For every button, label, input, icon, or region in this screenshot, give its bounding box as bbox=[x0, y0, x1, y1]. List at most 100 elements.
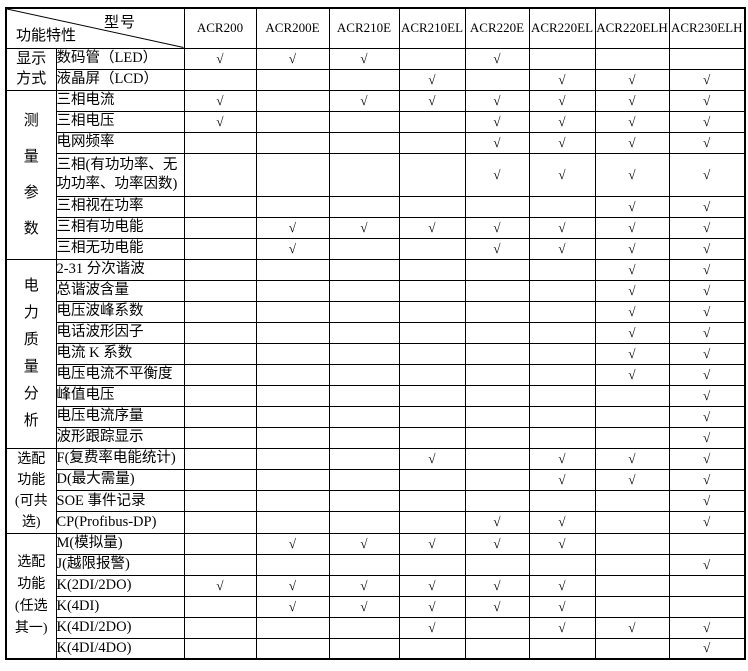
feature-cell: 三相电流 bbox=[55, 89, 185, 112]
check-mark: √ bbox=[703, 556, 711, 572]
check-mark: √ bbox=[428, 598, 436, 614]
check-mark: √ bbox=[493, 113, 501, 129]
check-cell-checked-acr220elh: √ bbox=[594, 468, 670, 492]
check-cell-checked-acr220elh: √ bbox=[594, 363, 670, 386]
check-cell-empty-acr200e bbox=[255, 426, 330, 449]
check-cell-empty-acr220el bbox=[528, 321, 596, 344]
check-mark: √ bbox=[628, 619, 636, 635]
check-mark: √ bbox=[703, 92, 711, 108]
check-cell-empty-acr200 bbox=[183, 195, 257, 218]
check-mark: √ bbox=[216, 50, 224, 66]
check-cell-checked-acr220e: √ bbox=[464, 47, 530, 70]
check-cell-empty-acr200e bbox=[255, 258, 330, 281]
check-cell-checked-acr220el: √ bbox=[528, 68, 596, 91]
check-cell-checked-acr220elh: √ bbox=[594, 68, 670, 91]
feature-cell: M(模拟量) bbox=[55, 532, 185, 555]
check-cell-checked-acr220elh: √ bbox=[594, 110, 670, 133]
check-cell-checked-acr220e: √ bbox=[464, 237, 530, 260]
check-cell-empty-acr200 bbox=[183, 637, 257, 660]
check-cell-empty-acr210e bbox=[328, 152, 400, 197]
check-mark: √ bbox=[360, 577, 368, 593]
category-cell: 选配 功能 (可共 选) bbox=[5, 447, 57, 534]
feature-row: K(4DI/2DO) √ √ √ √ bbox=[6, 616, 746, 639]
check-mark: √ bbox=[628, 366, 636, 382]
check-mark: √ bbox=[493, 514, 501, 530]
check-mark: √ bbox=[628, 345, 636, 361]
check-cell-checked-acr230elh: √ bbox=[668, 258, 746, 281]
check-cell-checked-acr220el: √ bbox=[528, 468, 596, 492]
model-header-acr210e: ACR210E bbox=[328, 7, 400, 49]
feature-cell: 电网频率 bbox=[55, 131, 185, 154]
category-label-line: 功能 bbox=[17, 472, 46, 488]
check-mark: √ bbox=[360, 50, 368, 66]
category-label-line: 功能 bbox=[17, 576, 46, 592]
check-cell-checked-acr210el: √ bbox=[398, 616, 466, 639]
corner-cell: 型号 功能特性 bbox=[5, 7, 185, 49]
check-cell-checked-acr220e: √ bbox=[464, 110, 530, 133]
check-cell-checked-acr230elh: √ bbox=[668, 195, 746, 218]
check-mark: √ bbox=[558, 471, 566, 487]
check-mark: √ bbox=[628, 282, 636, 298]
check-cell-empty-acr220el bbox=[528, 553, 596, 576]
category-label-line: 量 bbox=[23, 358, 39, 375]
check-cell-empty-acr200 bbox=[183, 216, 257, 239]
check-cell-checked-acr210e: √ bbox=[328, 47, 400, 70]
check-mark: √ bbox=[558, 92, 566, 108]
check-cell-empty-acr200e bbox=[255, 405, 330, 428]
check-cell-checked-acr220elh: √ bbox=[594, 447, 670, 470]
category-cell: 显示 方式 bbox=[5, 47, 57, 91]
category-label-line: 析 bbox=[23, 412, 39, 429]
check-cell-empty-acr220elh bbox=[594, 532, 670, 555]
check-cell-checked-acr230elh: √ bbox=[668, 342, 746, 365]
check-cell-empty-acr220el bbox=[528, 384, 596, 407]
check-cell-empty-acr210el bbox=[398, 342, 466, 365]
feature-row: 三相电压 √ √ √ √ √ bbox=[6, 110, 746, 133]
check-mark: √ bbox=[493, 240, 501, 256]
check-mark: √ bbox=[703, 387, 711, 403]
feature-row: 三相无功电能 √ √ √ √ √ bbox=[6, 237, 746, 260]
check-cell-checked-acr230elh: √ bbox=[668, 637, 746, 660]
check-cell-checked-acr230elh: √ bbox=[668, 468, 746, 492]
check-cell-empty-acr200 bbox=[183, 553, 257, 576]
check-cell-checked-acr210e: √ bbox=[328, 532, 400, 555]
check-cell-checked-acr220el: √ bbox=[528, 89, 596, 112]
check-cell-checked-acr220e: √ bbox=[464, 595, 530, 618]
feature-row: 电话波形因子 √ √ bbox=[6, 321, 746, 344]
check-cell-checked-acr220elh: √ bbox=[594, 237, 670, 260]
check-mark: √ bbox=[360, 92, 368, 108]
check-cell-empty-acr210e bbox=[328, 511, 400, 534]
check-mark: √ bbox=[493, 134, 501, 150]
check-cell-checked-acr210el: √ bbox=[398, 447, 466, 470]
check-cell-checked-acr210el: √ bbox=[398, 595, 466, 618]
check-cell-empty-acr200 bbox=[183, 321, 257, 344]
category-label-line: 选配 bbox=[17, 554, 46, 570]
check-mark: √ bbox=[428, 619, 436, 635]
check-cell-checked-acr220elh: √ bbox=[594, 216, 670, 239]
check-cell-empty-acr210el bbox=[398, 363, 466, 386]
check-cell-empty-acr200 bbox=[183, 279, 257, 302]
check-mark: √ bbox=[703, 282, 711, 298]
corner-feature-label: 功能特性 bbox=[16, 27, 77, 44]
check-cell-checked-acr220e: √ bbox=[464, 574, 530, 597]
check-mark: √ bbox=[558, 450, 566, 466]
category-label-line: 量 bbox=[23, 148, 39, 165]
feature-cell: K(4DI/2DO) bbox=[55, 616, 185, 639]
check-cell-checked-acr230elh: √ bbox=[668, 447, 746, 470]
check-cell-empty-acr210el bbox=[398, 47, 466, 70]
check-cell-empty-acr220e bbox=[464, 405, 530, 428]
check-cell-empty-acr210el bbox=[398, 637, 466, 660]
check-cell-empty-acr210e bbox=[328, 300, 400, 323]
model-header-acr220elh: ACR220ELH bbox=[594, 7, 670, 49]
category-label-line: 选) bbox=[21, 514, 41, 530]
check-cell-checked-acr200: √ bbox=[183, 47, 257, 70]
category-label-line: 电 bbox=[23, 277, 39, 294]
category-label-line: 力 bbox=[23, 304, 39, 321]
check-cell-empty-acr210el bbox=[398, 384, 466, 407]
check-mark: √ bbox=[703, 219, 711, 235]
check-mark: √ bbox=[703, 240, 711, 256]
check-cell-empty-acr210e bbox=[328, 405, 400, 428]
feature-cell: 波形跟踪显示 bbox=[55, 426, 185, 449]
check-mark: √ bbox=[628, 134, 636, 150]
check-cell-empty-acr200e bbox=[255, 342, 330, 365]
check-cell-empty-acr200 bbox=[183, 595, 257, 618]
